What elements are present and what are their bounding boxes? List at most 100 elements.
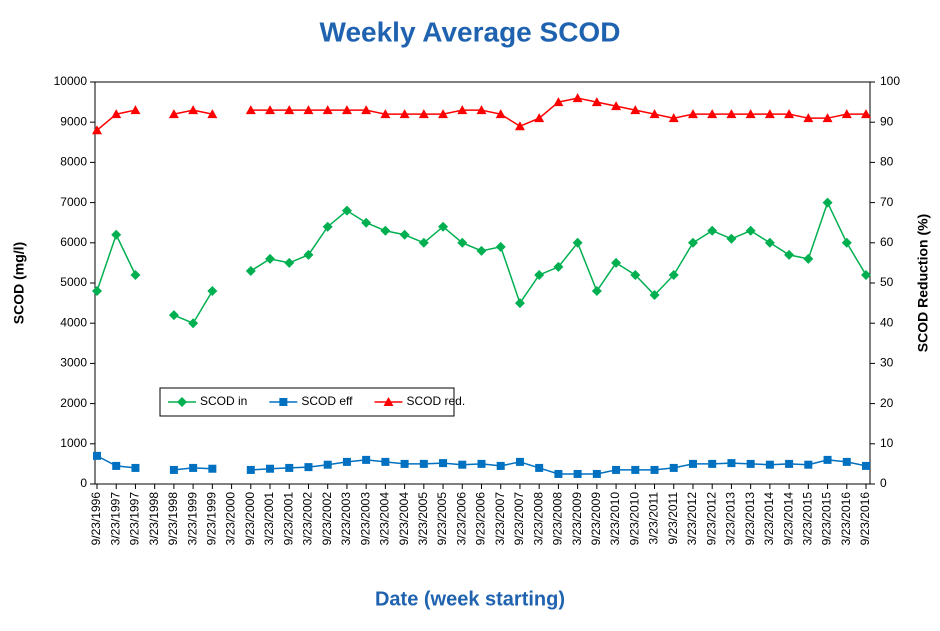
series-marker (822, 197, 833, 208)
x-tick-label: 3/23/2011 (647, 492, 661, 545)
series-marker (304, 463, 313, 472)
series-marker (803, 113, 814, 123)
x-tick-label: 3/23/2012 (685, 492, 699, 546)
series-marker (764, 237, 775, 248)
x-tick-label: 9/23/2002 (320, 492, 334, 546)
y2-tick-label: 50 (880, 275, 894, 289)
series-marker (841, 237, 852, 248)
series-marker (419, 459, 428, 468)
y-tick-label: 4000 (60, 315, 87, 329)
series-marker (553, 261, 564, 272)
series-marker (572, 237, 583, 248)
series-marker (746, 459, 755, 468)
series-marker (439, 459, 448, 468)
series-marker (189, 463, 198, 472)
series-marker (785, 459, 794, 468)
x-axis-label: Date (week starting) (375, 588, 565, 610)
series-marker (668, 269, 679, 280)
y-tick-label: 6000 (60, 235, 87, 249)
series-marker (842, 457, 851, 466)
y2-tick-label: 90 (880, 114, 894, 128)
series-marker (861, 269, 871, 280)
y-tick-label: 7000 (60, 195, 87, 209)
series-marker (380, 225, 391, 236)
series-marker (591, 97, 602, 107)
y-axis-label: SCOD (mg/l) (11, 242, 27, 324)
series-marker (112, 461, 121, 470)
series-marker (303, 105, 314, 115)
series-marker (726, 233, 737, 244)
x-tick-label: 3/23/2000 (224, 492, 238, 546)
series-marker (572, 93, 583, 103)
x-tick-label: 3/23/2004 (378, 492, 392, 546)
series-marker (861, 109, 871, 119)
x-tick-label: 3/23/2001 (262, 492, 276, 546)
series-marker (631, 465, 640, 474)
y2-tick-label: 0 (880, 476, 887, 490)
series-marker (573, 469, 582, 478)
y2-tick-label: 30 (880, 356, 894, 370)
series-marker (765, 460, 774, 469)
x-tick-label: 9/23/2012 (704, 492, 718, 546)
series-marker (745, 109, 756, 119)
series-marker (380, 109, 391, 119)
series-marker (784, 109, 795, 119)
x-tick-label: 9/23/2005 (435, 492, 449, 546)
x-tick-label: 3/23/2014 (762, 492, 776, 546)
series-marker (266, 464, 275, 473)
y2-tick-label: 10 (880, 436, 894, 450)
legend-marker (177, 397, 187, 407)
series-marker (322, 221, 333, 232)
series-marker (534, 269, 545, 280)
legend-marker (383, 397, 394, 406)
y-tick-label: 3000 (60, 356, 87, 370)
series-marker (727, 459, 736, 468)
series-marker (534, 113, 545, 123)
x-tick-label: 3/23/2002 (301, 492, 315, 546)
series-marker (804, 460, 813, 469)
series-marker (284, 105, 295, 115)
series-marker (514, 298, 525, 309)
series-marker (745, 225, 756, 236)
x-tick-label: 9/23/1996 (89, 492, 103, 546)
series-marker (707, 109, 718, 119)
y2-tick-label: 100 (880, 74, 900, 88)
y-tick-label: 8000 (60, 155, 87, 169)
series-marker (438, 109, 449, 119)
series-marker (707, 225, 718, 236)
series-marker (591, 286, 602, 297)
series-marker (687, 237, 698, 248)
series-marker (111, 109, 122, 119)
x-tick-label: 9/23/2006 (474, 492, 488, 546)
series-marker (207, 286, 218, 297)
x-tick-label: 9/23/2008 (551, 492, 565, 546)
x-tick-label: 9/23/2000 (243, 492, 257, 546)
x-tick-label: 3/23/2015 (800, 492, 814, 546)
series-marker (803, 253, 814, 264)
x-tick-label: 3/23/1999 (185, 492, 199, 546)
legend: SCOD in SCOD eff SCOD red. (159, 387, 465, 417)
series-marker (341, 105, 352, 115)
y2-tick-label: 80 (880, 155, 894, 169)
series-marker (630, 105, 641, 115)
legend-label: SCOD red. (406, 394, 465, 408)
series-marker (246, 465, 255, 474)
x-tick-label: 9/23/2011 (666, 492, 680, 545)
legend-label: SCOD eff (301, 394, 353, 408)
series-marker (245, 265, 256, 276)
x-tick-label: 3/23/1997 (108, 492, 122, 546)
x-tick-label: 9/23/1997 (128, 492, 142, 546)
y-tick-label: 2000 (60, 396, 87, 410)
series-marker (188, 105, 199, 115)
plot-frame (94, 81, 871, 485)
series-marker (399, 109, 410, 119)
series-marker (92, 286, 102, 297)
x-tick-label: 3/23/1998 (147, 492, 161, 546)
series-marker (476, 105, 487, 115)
series-marker (322, 105, 333, 115)
series-marker (612, 465, 621, 474)
y-tick-label: 0 (80, 476, 87, 490)
series-marker (457, 105, 468, 115)
legend-label: SCOD in (200, 394, 247, 408)
